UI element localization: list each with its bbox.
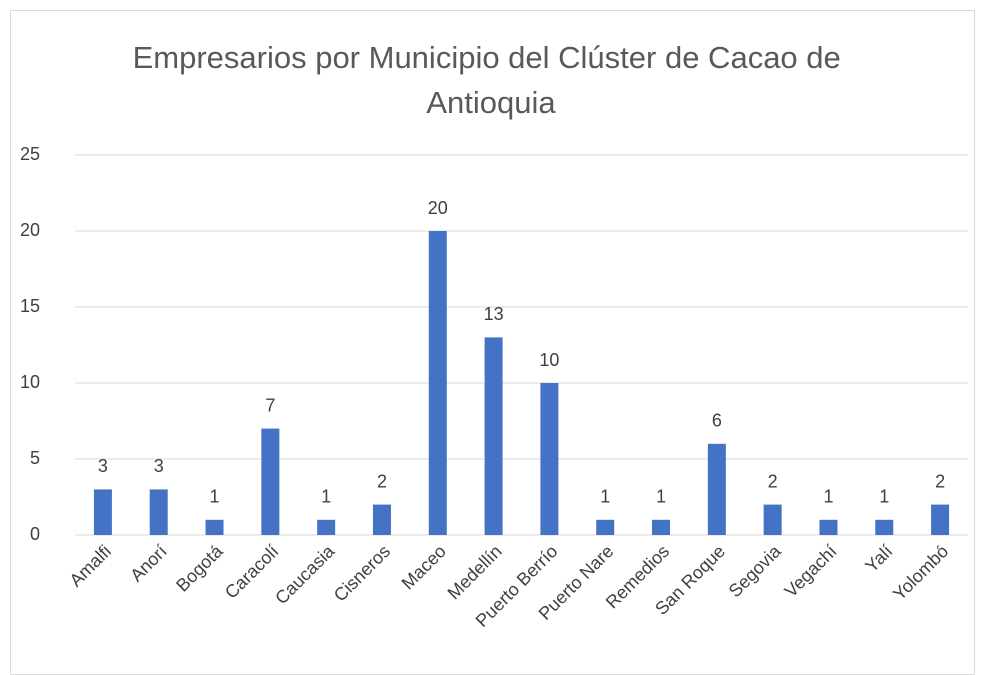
bar (149, 489, 168, 535)
data-label: 1 (823, 487, 833, 507)
bar (317, 519, 336, 535)
data-label: 1 (210, 487, 220, 507)
data-label: 7 (265, 395, 275, 415)
data-label: 3 (98, 456, 108, 476)
bar (652, 519, 671, 535)
data-label: 2 (377, 471, 387, 491)
data-label: 10 (539, 350, 559, 370)
bar (484, 337, 503, 535)
y-tick-label: 25 (20, 144, 40, 164)
data-label: 2 (935, 471, 945, 491)
bar (819, 519, 838, 535)
data-label: 1 (656, 487, 666, 507)
y-tick-label: 20 (20, 220, 40, 240)
bar (763, 504, 782, 535)
data-label: 1 (321, 487, 331, 507)
data-label: 2 (768, 471, 778, 491)
data-label: 6 (712, 411, 722, 431)
data-label: 3 (154, 456, 164, 476)
bar (428, 231, 447, 535)
bar (372, 504, 391, 535)
bar (93, 489, 112, 535)
y-tick-label: 0 (30, 524, 40, 544)
bar (707, 443, 726, 535)
y-tick-label: 5 (30, 448, 40, 468)
data-label: 1 (600, 487, 610, 507)
y-tick-label: 10 (20, 372, 40, 392)
y-tick-label: 15 (20, 296, 40, 316)
bar (931, 504, 950, 535)
data-label: 1 (879, 487, 889, 507)
bar (261, 428, 280, 535)
data-label: 13 (484, 304, 504, 324)
data-label: 20 (428, 198, 448, 218)
chart-title: Empresarios por Municipio del Clúster de… (133, 40, 850, 120)
bar (205, 519, 224, 535)
bar (875, 519, 894, 535)
bar (540, 383, 559, 535)
bar (596, 519, 615, 535)
